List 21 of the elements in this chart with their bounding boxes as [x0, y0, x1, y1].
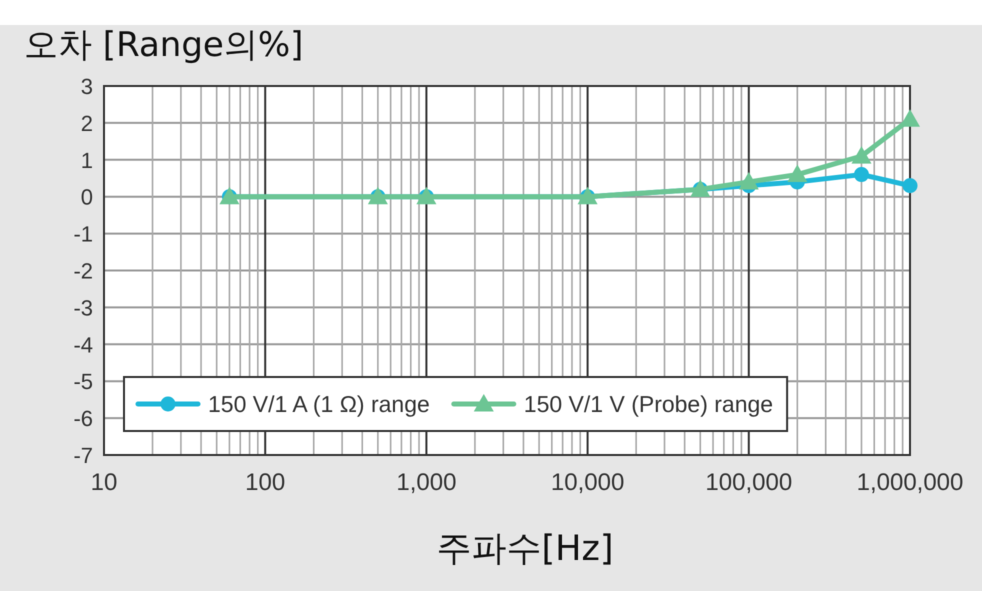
y-tick-label: 3: [80, 74, 93, 99]
x-axis-title: 주파수[Hz]: [436, 529, 614, 569]
y-tick-label: -6: [73, 406, 93, 432]
x-tick-label: 100: [245, 469, 286, 496]
y-tick-label: 2: [80, 110, 93, 136]
y-tick-label: -2: [73, 258, 93, 284]
y-tick-label: -3: [73, 295, 93, 320]
legend-label: 150 V/1 V (Probe) range: [524, 391, 774, 417]
legend-label: 150 V/1 A (1 Ω) range: [208, 391, 430, 417]
y-tick-label: -1: [73, 222, 93, 247]
x-tick-label: 1,000: [396, 469, 456, 496]
y-tick-label: 0: [80, 184, 93, 210]
y-tick-label: -7: [73, 443, 93, 468]
y-tick-label: 1: [80, 148, 93, 173]
x-tick-label: 10: [90, 469, 118, 496]
x-tick-label: 100,000: [705, 469, 792, 496]
x-tick-label: 10,000: [550, 469, 624, 496]
x-tick-label: 1,000,000: [856, 469, 964, 496]
y-axis-title: 오차 [Range의%]: [24, 25, 304, 65]
y-tick-label: -5: [73, 369, 93, 394]
y-tick-label: -4: [73, 332, 93, 358]
